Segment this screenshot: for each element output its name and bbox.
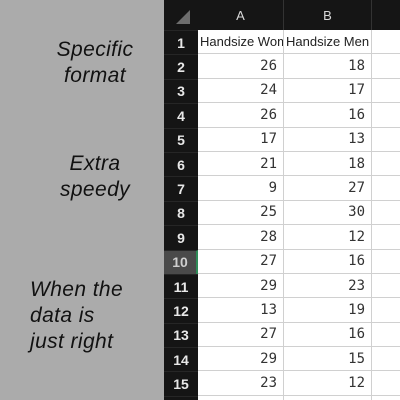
cell-c[interactable]	[372, 78, 400, 104]
table-row: 8 25 30	[164, 200, 400, 226]
cell-b[interactable]: 19	[284, 298, 372, 323]
table-row: 9 28 12	[164, 225, 400, 250]
caption-line: data is	[30, 304, 95, 327]
cell-b[interactable]: 23	[284, 273, 372, 299]
column-header-b[interactable]: B	[284, 0, 372, 30]
row-header[interactable]: 12	[164, 298, 198, 323]
caption-line: just right	[30, 330, 114, 353]
row-header[interactable]: 16	[164, 395, 198, 400]
row-header[interactable]: 3	[164, 78, 198, 104]
caption-line: speedy	[59, 178, 131, 201]
row-header[interactable]: 13	[164, 322, 198, 348]
row-header[interactable]: 7	[164, 176, 198, 201]
cell-a[interactable]: 9	[198, 176, 284, 201]
row-header[interactable]: 15	[164, 371, 198, 396]
cell-a[interactable]: Handsize Women	[198, 30, 284, 55]
cell-a[interactable]: 27	[198, 249, 284, 274]
cell-b[interactable]: 27	[284, 176, 372, 201]
table-row: 2 26 18	[164, 54, 400, 79]
table-row: 12 13 19	[164, 298, 400, 323]
cell-a[interactable]: 29	[198, 347, 284, 372]
cell-c[interactable]	[372, 54, 400, 79]
cell-a[interactable]: 26	[198, 54, 284, 79]
cell-a[interactable]: 27	[198, 322, 284, 348]
select-all-icon	[176, 10, 190, 24]
table-row: 7 9 27	[164, 176, 400, 201]
caption-line: When the	[30, 278, 124, 301]
cell-a[interactable]: 25	[198, 200, 284, 226]
caption-line: format	[64, 64, 126, 87]
cell-b[interactable]: 30	[284, 200, 372, 226]
cell-c[interactable]	[372, 200, 400, 226]
row-header[interactable]: 10	[164, 249, 198, 274]
cell-c[interactable]	[372, 395, 400, 400]
row-header[interactable]: 9	[164, 225, 198, 250]
column-header-c[interactable]	[372, 0, 400, 30]
row-header[interactable]: 4	[164, 103, 198, 128]
caption-line: Specific	[56, 38, 134, 61]
table-row: 13 27 16	[164, 322, 400, 348]
cell-c[interactable]	[372, 103, 400, 128]
table-row: 11 29 23	[164, 273, 400, 299]
cell-c[interactable]	[372, 30, 400, 55]
cell-b[interactable]: 17	[284, 78, 372, 104]
table-row: 5 17 13	[164, 127, 400, 152]
row-header[interactable]: 2	[164, 54, 198, 79]
row-header[interactable]: 8	[164, 200, 198, 226]
cell-c[interactable]	[372, 322, 400, 348]
cell-b[interactable]: 12	[284, 371, 372, 396]
cell-c[interactable]	[372, 151, 400, 177]
caption-data-just-right: When the data is just right	[30, 277, 150, 355]
row-header[interactable]: 14	[164, 347, 198, 372]
cell-a[interactable]: 24	[198, 78, 284, 104]
table-row: 14 29 15	[164, 347, 400, 372]
table-row: 162614	[164, 395, 400, 400]
cell-b[interactable]: 14	[284, 395, 372, 400]
cell-c[interactable]	[372, 176, 400, 201]
cell-b[interactable]: 12	[284, 225, 372, 250]
row-header[interactable]: 1	[164, 30, 198, 55]
cell-b[interactable]: 18	[284, 54, 372, 79]
cell-b[interactable]: 16	[284, 249, 372, 274]
cell-b[interactable]: 15	[284, 347, 372, 372]
cell-b[interactable]: Handsize Men	[284, 30, 372, 55]
cell-a[interactable]: 17	[198, 127, 284, 152]
table-row: 3 24 17	[164, 78, 400, 104]
cell-c[interactable]	[372, 371, 400, 396]
cell-a[interactable]: 21	[198, 151, 284, 177]
table-row: 4 26 16	[164, 103, 400, 128]
cell-a[interactable]: 29	[198, 273, 284, 299]
table-row: 10 27 16	[164, 249, 400, 274]
table-row: 6 21 18	[164, 151, 400, 177]
cell-b[interactable]: 18	[284, 151, 372, 177]
select-all-button[interactable]	[164, 0, 198, 30]
row-header[interactable]: 6	[164, 151, 198, 177]
cell-c[interactable]	[372, 249, 400, 274]
cell-b[interactable]: 16	[284, 322, 372, 348]
cell-b[interactable]: 13	[284, 127, 372, 152]
cell-a[interactable]: 26	[198, 103, 284, 128]
cell-c[interactable]	[372, 298, 400, 323]
caption-specific-format: Specific format	[43, 37, 147, 89]
cell-a[interactable]: 26	[198, 395, 284, 400]
row-header[interactable]: 5	[164, 127, 198, 152]
cell-a[interactable]: 13	[198, 298, 284, 323]
row-header[interactable]: 11	[164, 273, 198, 299]
cell-c[interactable]	[372, 127, 400, 152]
table-row: 15 23 12	[164, 371, 400, 396]
cell-c[interactable]	[372, 273, 400, 299]
caption-line: Extra	[69, 152, 121, 175]
column-header-a[interactable]: A	[198, 0, 284, 30]
cell-a[interactable]: 23	[198, 371, 284, 396]
cell-a[interactable]: 28	[198, 225, 284, 250]
cell-c[interactable]	[372, 347, 400, 372]
cell-b[interactable]: 16	[284, 103, 372, 128]
caption-extra-speedy: Extra speedy	[43, 151, 147, 203]
cell-c[interactable]	[372, 225, 400, 250]
